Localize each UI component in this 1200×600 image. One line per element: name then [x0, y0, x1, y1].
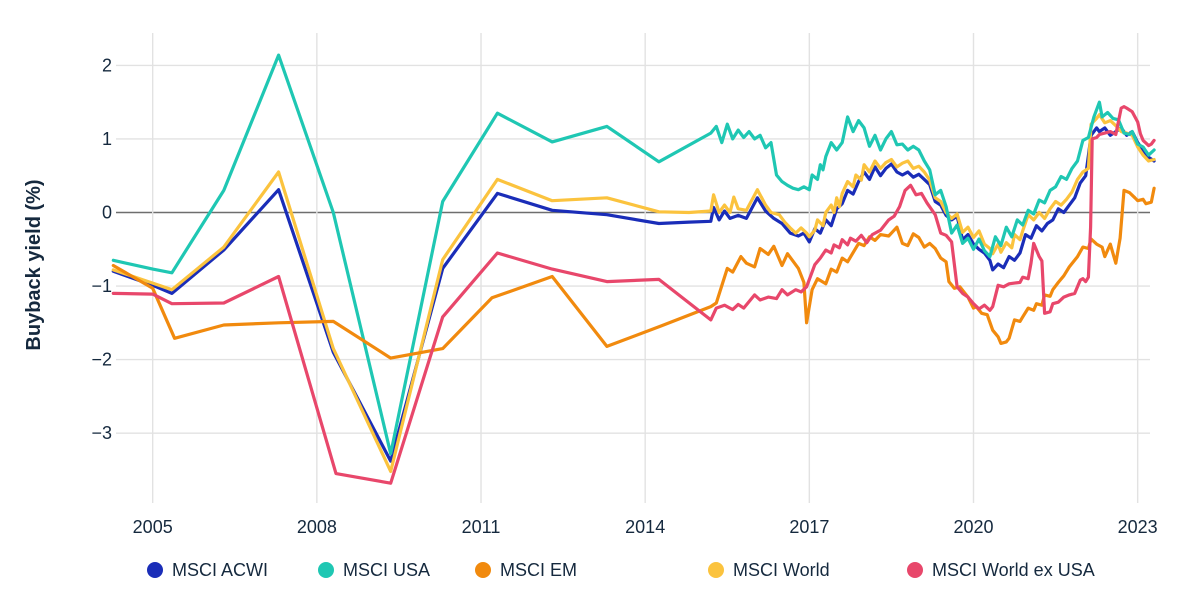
- y-tick-label: 1: [102, 129, 112, 149]
- series-lines: [111, 53, 1156, 485]
- tick-labels: 2 1 0 −1 −2 −3 2005 2008 2011 2014 2017 2020 2023: [91, 55, 1157, 537]
- x-tick-label: 2011: [462, 517, 501, 537]
- legend-label: MSCI USA: [343, 559, 431, 580]
- x-tick-label: 2023: [1118, 517, 1158, 537]
- series-line-msci-world-ex-usa: [111, 104, 1156, 485]
- y-tick-label: 0: [102, 203, 112, 223]
- legend-item-msci-usa: MSCI USA: [318, 553, 430, 587]
- y-tick-label: −3: [91, 423, 112, 443]
- x-tick-label: 2014: [625, 517, 665, 537]
- legend-item-msci-world: MSCI World: [708, 553, 830, 587]
- x-tick-label: 2017: [789, 517, 829, 537]
- series-line-msci-usa: [111, 53, 1156, 456]
- legend-dot-icon: [475, 562, 491, 578]
- x-tick-label: 2005: [133, 517, 173, 537]
- legend-item-msci-world-ex-usa: MSCI World ex USA: [907, 553, 1095, 587]
- legend-dot-icon: [907, 562, 923, 578]
- x-tick-label: 2020: [953, 517, 993, 537]
- legend-dot-icon: [318, 562, 334, 578]
- legend-label: MSCI EM: [500, 559, 578, 580]
- x-tick-label: 2008: [297, 517, 337, 537]
- series-line-msci-acwi: [111, 126, 1156, 463]
- gridlines: [116, 33, 1150, 503]
- chart-legend: MSCI ACWI MSCI USA MSCI EM MSCI World MSCI W…: [0, 553, 1200, 587]
- chart-plot-area: 2 1 0 −1 −2 −3 2005 2008 2011 2014 2017 2020 2023 Bu…: [23, 33, 1158, 537]
- series-line-msci-world: [111, 113, 1156, 473]
- legend-dot-icon: [708, 562, 724, 578]
- legend-label: MSCI ACWI: [172, 559, 269, 580]
- legend-dot-icon: [147, 562, 163, 578]
- legend-label: MSCI World: [733, 559, 830, 580]
- y-axis-title: Buyback yield (%): [23, 179, 45, 350]
- y-tick-label: −2: [91, 350, 112, 370]
- series-line-msci-em: [111, 186, 1156, 360]
- legend-label: MSCI World ex USA: [932, 559, 1095, 580]
- y-tick-label: −1: [91, 276, 112, 296]
- legend-item-msci-em: MSCI EM: [475, 553, 577, 587]
- y-tick-label: 2: [102, 55, 112, 75]
- legend-item-msci-acwi: MSCI ACWI: [147, 553, 268, 587]
